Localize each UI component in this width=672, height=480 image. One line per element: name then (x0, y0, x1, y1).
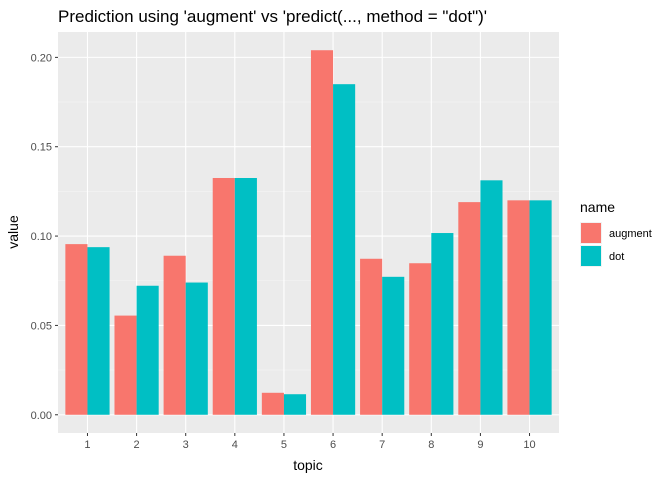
bar-dot-topic-9 (480, 180, 503, 415)
legend-title: name (580, 199, 615, 215)
legend-label-augment: augment (609, 228, 652, 240)
bar-dot-topic-6 (333, 84, 356, 415)
bar-augment-topic-10 (507, 200, 530, 415)
chart-title: Prediction using 'augment' vs 'predict(.… (58, 7, 487, 26)
x-tick-label: 3 (183, 439, 189, 451)
bars (65, 50, 552, 415)
x-tick-label: 2 (134, 439, 140, 451)
x-axis-title: topic (293, 457, 323, 473)
legend-swatch-dot (581, 246, 601, 266)
legend: name augment dot (580, 199, 652, 267)
x-tick-label: 9 (477, 439, 483, 451)
bar-augment-topic-6 (310, 50, 334, 415)
y-tick-label: 0.10 (31, 231, 52, 243)
y-tick-label: 0.20 (31, 52, 52, 64)
bar-dot-topic-5 (283, 394, 307, 415)
y-tick-label: 0.05 (31, 320, 52, 332)
bar-dot-topic-1 (87, 247, 110, 415)
legend-swatch-augment (581, 223, 601, 243)
bar-augment-topic-1 (65, 244, 88, 415)
bar-augment-topic-9 (458, 202, 481, 415)
bar-augment-topic-5 (261, 392, 284, 415)
x-tick-label: 1 (84, 439, 90, 451)
legend-label-dot: dot (609, 251, 624, 263)
bar-augment-topic-2 (114, 315, 137, 415)
x-tick-label: 4 (232, 439, 238, 451)
bar-dot-topic-3 (185, 282, 208, 415)
x-tick-label: 8 (428, 439, 434, 451)
bar-dot-topic-4 (234, 177, 257, 415)
bar-augment-topic-4 (212, 177, 235, 415)
x-tick-label: 10 (523, 439, 535, 451)
x-tick-label: 5 (281, 439, 287, 451)
y-axis-title: value (5, 215, 21, 249)
bar-dot-topic-2 (136, 285, 159, 415)
bar-augment-topic-7 (360, 258, 383, 415)
y-tick-label: 0.00 (31, 410, 52, 422)
axes: 0.00 0.05 0.10 0.15 0.20 1 2 3 4 5 6 7 8 9 10 (31, 52, 536, 451)
bar-dot-topic-10 (529, 200, 552, 415)
bar-dot-topic-8 (431, 233, 454, 415)
bar-augment-topic-8 (409, 263, 432, 415)
x-tick-label: 7 (379, 439, 385, 451)
bar-augment-topic-3 (163, 255, 186, 415)
y-tick-label: 0.15 (31, 142, 52, 154)
bar-dot-topic-7 (382, 276, 405, 415)
x-tick-label: 6 (330, 439, 336, 451)
